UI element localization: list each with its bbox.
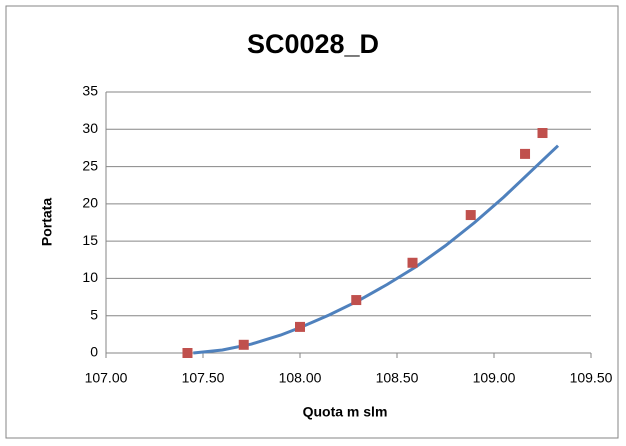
point (465, 210, 476, 221)
y-axis-label: Portata (39, 198, 55, 246)
x-tick-label: 107.50 (182, 370, 225, 386)
point (407, 257, 418, 268)
y-tick-label: 0 (90, 344, 98, 360)
x-tick-label: 108.50 (376, 370, 419, 386)
point (351, 295, 362, 306)
y-tick-label: 20 (82, 195, 98, 211)
x-tick-label: 109.50 (570, 370, 613, 386)
x-tick-label: 107.00 (85, 370, 128, 386)
point (295, 321, 305, 332)
x-axis-label: Quota m slm (303, 404, 388, 420)
x-tick-label: 109.00 (473, 370, 516, 386)
chart-border (5, 5, 619, 439)
point (182, 348, 193, 358)
trendline (193, 144, 560, 355)
x-tick-label: 108.00 (279, 370, 322, 386)
point (537, 128, 548, 139)
y-tick-label: 10 (82, 269, 98, 285)
y-tick-label: 35 (82, 83, 98, 99)
y-tick-label: 30 (82, 120, 98, 136)
y-tick-label: 5 (90, 306, 98, 322)
y-tick-label: 15 (82, 232, 98, 248)
y-tick-label: 25 (82, 157, 98, 173)
point (238, 339, 249, 350)
point (520, 148, 531, 159)
chart-title: SC0028_D (247, 29, 379, 59)
